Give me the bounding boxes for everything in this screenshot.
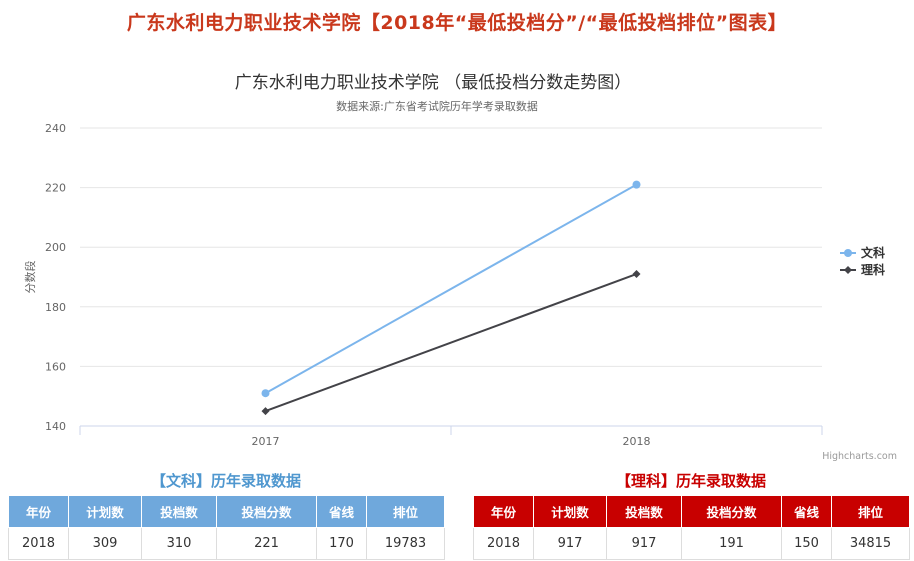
li-column-header: 省线 [781, 495, 832, 528]
wen-table-cell: 221 [216, 527, 317, 560]
wen-admission-table: 年份 计划数 投档数 投档分数 省线 排位 2018 309 310 221 170 19783 [8, 495, 445, 560]
x-tick-label: 2018 [623, 435, 651, 448]
li-table-cell: 917 [606, 527, 682, 560]
page-title: 广东水利电力职业技术学院【2018年“最低投档分”/“最低投档排位”图表】 [126, 12, 788, 34]
y-tick-label: 200 [45, 241, 66, 254]
x-tick-label: 2017 [252, 435, 280, 448]
legend-item-label[interactable]: 文科 [861, 245, 885, 260]
chart-title: 广东水利电力职业技术学院 （最低投档分数走势图） [235, 73, 631, 93]
li-table-header-row: 年份 计划数 投档数 投档分数 省线 排位 [473, 495, 910, 528]
li-table-cell: 917 [533, 527, 607, 560]
li-table-cell: 191 [681, 527, 782, 560]
wen-table-cell: 19783 [366, 527, 445, 560]
table-row: 2018 917 917 191 150 34815 [473, 527, 910, 560]
y-tick-label: 160 [45, 360, 66, 373]
data-point-marker[interactable] [261, 389, 270, 398]
y-tick-label: 180 [45, 301, 66, 314]
wen-column-header: 年份 [8, 495, 69, 528]
wen-table-cell: 310 [141, 527, 217, 560]
data-point-marker[interactable] [261, 407, 270, 416]
li-table-cell: 34815 [831, 527, 910, 560]
data-point-marker[interactable] [632, 180, 641, 189]
wen-table-cell: 309 [68, 527, 142, 560]
y-axis-label: 分数段 [23, 261, 37, 294]
y-tick-label: 140 [45, 420, 66, 433]
wen-column-header: 省线 [316, 495, 367, 528]
li-table-title: 【理科】历年录取数据 [615, 472, 766, 490]
series-group [261, 180, 641, 416]
series-line-2 [265, 273, 637, 413]
wen-column-header: 投档数 [141, 495, 217, 528]
legend-marker [844, 266, 852, 274]
li-table-cell: 150 [781, 527, 832, 560]
table-row: 2018 309 310 221 170 19783 [8, 527, 445, 560]
x-axis: 2017 2018 [79, 425, 823, 448]
li-column-header: 投档分数 [681, 495, 782, 528]
y-tick-label: 220 [45, 182, 66, 195]
wen-table-title: 【文科】历年录取数据 [150, 472, 301, 490]
grid-lines [80, 127, 822, 367]
li-admission-table: 年份 计划数 投档数 投档分数 省线 排位 2018 917 917 191 150 34815 [473, 495, 910, 560]
y-tick-label: 240 [45, 122, 66, 135]
data-point-marker[interactable] [632, 270, 641, 279]
li-column-header: 年份 [473, 495, 534, 528]
li-column-header: 计划数 [533, 495, 607, 528]
wen-table-cell: 2018 [8, 527, 69, 560]
wen-column-header: 排位 [366, 495, 445, 528]
li-column-header: 排位 [831, 495, 910, 528]
li-table-cell: 2018 [473, 527, 534, 560]
y-axis-ticks: 140 160 180 200 220 240 [45, 122, 66, 433]
li-column-header: 投档数 [606, 495, 682, 528]
wen-column-header: 投档分数 [216, 495, 317, 528]
wen-column-header: 计划数 [68, 495, 142, 528]
legend-marker [844, 249, 852, 257]
legend-item-label[interactable]: 理科 [861, 262, 885, 277]
wen-table-header-row: 年份 计划数 投档数 投档分数 省线 排位 [8, 495, 445, 528]
series-line-1 [265, 183, 637, 395]
chart-subtitle: 数据来源:广东省考试院历年学考录取数据 [336, 99, 538, 113]
line-chart: 广东水利电力职业技术学院 （最低投档分数走势图） 数据来源:广东省考试院历年学考… [23, 73, 897, 462]
highcharts-credit[interactable]: Highcharts.com [822, 451, 897, 462]
wen-table-cell: 170 [316, 527, 367, 560]
